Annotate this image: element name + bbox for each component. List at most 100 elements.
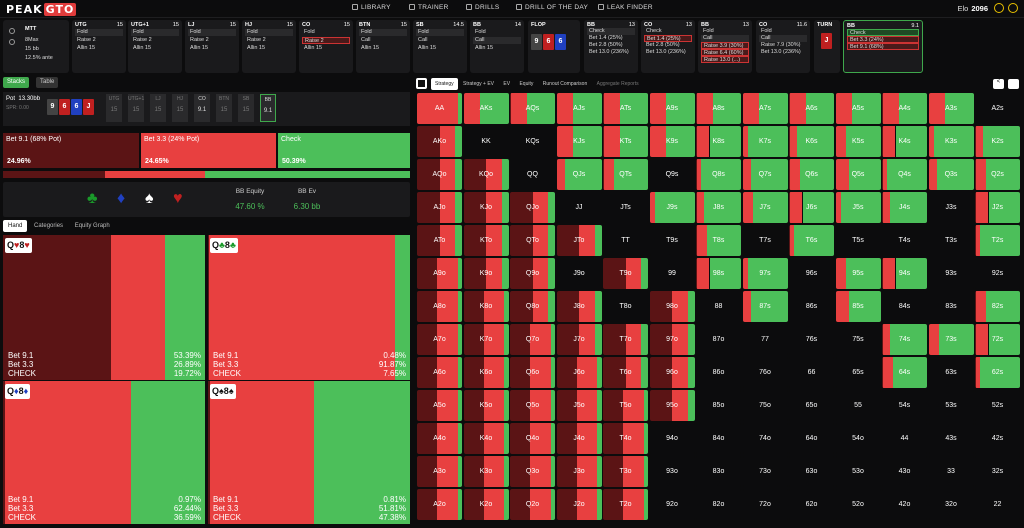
range-cell[interactable]: J6s <box>789 192 834 223</box>
range-cell[interactable]: A2o <box>417 489 462 520</box>
logo[interactable]: PEAK GTO <box>6 3 77 16</box>
range-cell[interactable]: KTs <box>603 126 648 157</box>
range-cell[interactable]: 92s <box>975 258 1020 289</box>
range-cell[interactable]: 98s <box>696 258 741 289</box>
range-cell[interactable]: Q7o <box>510 324 555 355</box>
range-cell[interactable]: 75s <box>835 324 881 355</box>
range-cell[interactable]: A8o <box>417 291 462 322</box>
range-cell[interactable]: 84o <box>696 423 741 454</box>
range-cell[interactable]: T3s <box>928 225 974 256</box>
range-cell[interactable]: 83s <box>928 291 974 322</box>
range-cell[interactable]: 66 <box>789 357 834 388</box>
range-cell[interactable]: T5s <box>835 225 881 256</box>
range-cell[interactable]: 62o <box>789 489 834 520</box>
achievement-icon[interactable] <box>994 3 1004 13</box>
street-option[interactable]: Bet 13.0 (236%) <box>589 49 629 55</box>
range-cell[interactable]: 32s <box>975 456 1020 487</box>
grid-toggle[interactable] <box>416 78 427 89</box>
range-cell[interactable]: T2s <box>975 225 1020 256</box>
street-option[interactable]: Bet 9.1 (68%) <box>847 43 919 50</box>
range-cell[interactable]: J8o <box>556 291 602 322</box>
range-cell[interactable]: Q7s <box>742 159 788 190</box>
range-cell[interactable]: T7o <box>603 324 648 355</box>
range-cell[interactable]: J7o <box>556 324 602 355</box>
position-option[interactable]: Allin 15 <box>190 45 209 51</box>
street-option[interactable]: Call <box>701 35 749 42</box>
profile-icon[interactable] <box>1008 3 1018 13</box>
range-cell[interactable]: KQo <box>463 159 509 190</box>
game-info[interactable]: MTT 8Max 15 bb 12.5% ante <box>3 20 69 73</box>
range-cell[interactable]: JTo <box>556 225 602 256</box>
range-cell[interactable]: J5o <box>556 390 602 421</box>
range-cell[interactable]: AQs <box>510 93 555 124</box>
range-cell[interactable]: T7s <box>742 225 788 256</box>
range-cell[interactable]: QTs <box>603 159 648 190</box>
range-cell[interactable]: 82s <box>975 291 1020 322</box>
position-option[interactable]: Raise 2 <box>77 37 96 43</box>
tab-strategy[interactable]: Strategy <box>431 78 458 90</box>
range-cell[interactable]: JTs <box>603 192 648 223</box>
range-cell[interactable]: AJo <box>417 192 462 223</box>
range-cell[interactable]: 72s <box>975 324 1020 355</box>
position-option[interactable]: Call <box>418 37 428 43</box>
range-cell[interactable]: T8o <box>603 291 648 322</box>
position-option[interactable]: Allin 15 <box>247 45 266 51</box>
range-cell[interactable]: A3s <box>928 93 974 124</box>
range-cell[interactable]: 96s <box>789 258 834 289</box>
range-cell[interactable]: A3o <box>417 456 462 487</box>
position-card-co[interactable]: CO 15 Fold Raise 2 Allin 15 <box>299 20 353 73</box>
range-cell[interactable]: ATs <box>603 93 648 124</box>
range-cell[interactable]: AA <box>417 93 462 124</box>
range-cell[interactable]: 43o <box>882 456 927 487</box>
range-cell[interactable]: Q6o <box>510 357 555 388</box>
range-cell[interactable]: 98o <box>649 291 695 322</box>
position-option[interactable]: Allin 15 <box>418 45 437 51</box>
range-cell[interactable]: A5o <box>417 390 462 421</box>
range-cell[interactable]: K5s <box>835 126 881 157</box>
range-cell[interactable]: Q5s <box>835 159 881 190</box>
range-cell[interactable]: A9o <box>417 258 462 289</box>
range-cell[interactable]: A7o <box>417 324 462 355</box>
street-option[interactable]: Bet 2.8 (50%) <box>589 42 623 48</box>
range-cell[interactable]: K6s <box>789 126 834 157</box>
range-cell[interactable]: 74s <box>882 324 927 355</box>
range-cell[interactable]: JJ <box>556 192 602 223</box>
position-card-utgp1[interactable]: UTG+1 15 Fold Raise 2 Allin 15 <box>128 20 182 73</box>
range-cell[interactable]: J4s <box>882 192 927 223</box>
range-cell[interactable]: A7s <box>742 93 788 124</box>
range-cell[interactable]: J5s <box>835 192 881 223</box>
range-cell[interactable]: 32o <box>928 489 974 520</box>
range-cell[interactable]: K3s <box>928 126 974 157</box>
range-cell[interactable]: 97o <box>649 324 695 355</box>
street-option[interactable]: Bet 1.4 (25%) <box>644 35 692 42</box>
range-cell[interactable]: 53s <box>928 390 974 421</box>
tab-equity-graph[interactable]: Equity Graph <box>74 223 110 229</box>
range-cell[interactable]: T4s <box>882 225 927 256</box>
range-cell[interactable]: A4o <box>417 423 462 454</box>
range-cell[interactable]: AQo <box>417 159 462 190</box>
seat-btn[interactable]: BTN 15 <box>216 94 232 122</box>
range-cell[interactable]: K4o <box>463 423 509 454</box>
range-cell[interactable]: 55 <box>835 390 881 421</box>
position-card-hj[interactable]: HJ 15 Fold Raise 2 Allin 15 <box>242 20 296 73</box>
range-cell[interactable]: 76s <box>789 324 834 355</box>
action-bet-33[interactable]: Bet 3.3 (24% Pot) 24.65% <box>141 133 276 168</box>
seat-sb[interactable]: SB 15 <box>238 94 254 122</box>
range-cell[interactable]: J9s <box>649 192 695 223</box>
action-check[interactable]: Check 50.39% <box>278 133 410 168</box>
range-cell[interactable]: 52o <box>835 489 881 520</box>
tab-hand[interactable]: Hand <box>3 220 28 232</box>
range-cell[interactable]: A8s <box>696 93 741 124</box>
range-cell[interactable]: Q4o <box>510 423 555 454</box>
range-cell[interactable]: T8s <box>696 225 741 256</box>
range-cell[interactable]: T9o <box>603 258 648 289</box>
tab-equity[interactable]: Equity <box>519 81 534 87</box>
range-cell[interactable]: T5o <box>603 390 648 421</box>
range-cell[interactable]: 54o <box>835 423 881 454</box>
range-cell[interactable]: Q9o <box>510 258 555 289</box>
range-cell[interactable]: 88 <box>696 291 741 322</box>
range-cell[interactable]: AJs <box>556 93 602 124</box>
position-card-bb[interactable]: BB 14 Fold Call Allin 15 <box>470 20 524 73</box>
position-card-lj[interactable]: LJ 15 Fold Raise 2 Allin 15 <box>185 20 239 73</box>
